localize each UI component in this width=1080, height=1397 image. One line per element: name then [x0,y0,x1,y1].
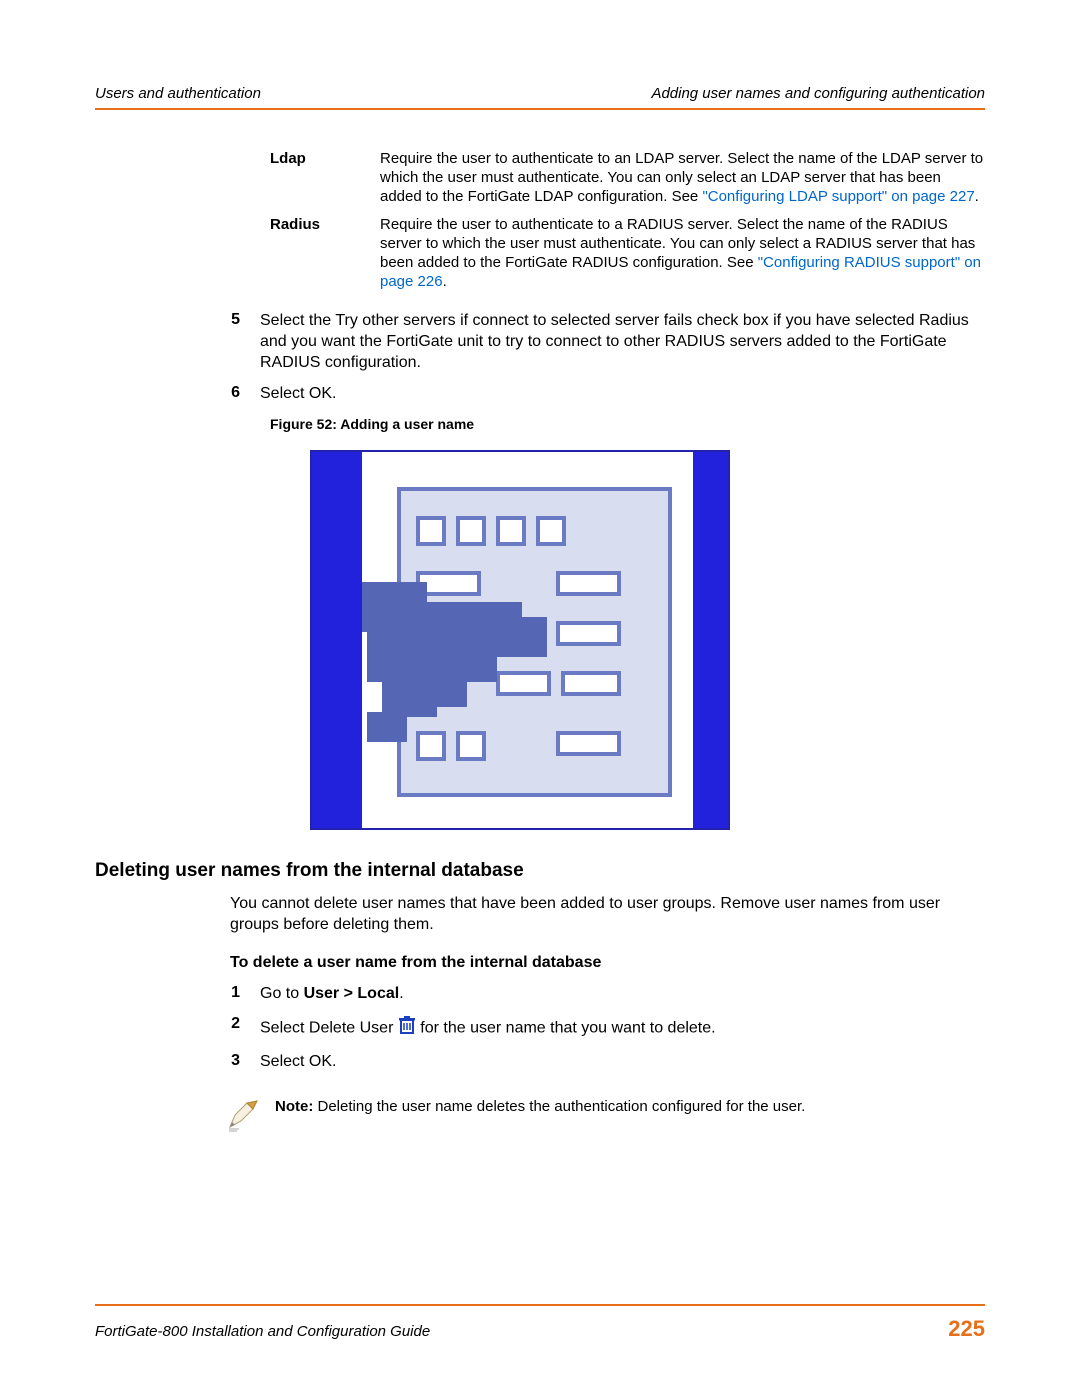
figure-cell [561,671,621,696]
section-body: You cannot delete user names that have b… [230,894,985,936]
definition-description: Require the user to authenticate to a RA… [380,216,985,291]
page-footer: FortiGate-800 Installation and Configura… [95,1304,985,1342]
note-label: Note: [275,1098,313,1115]
step-text: Select the Try other servers if connect … [260,311,985,373]
step-number: 6 [215,384,260,405]
link-ldap-support[interactable]: "Configuring LDAP support" on page 227 [702,188,974,205]
figure-splat [492,617,547,657]
def-text-post: . [443,273,447,290]
figure-cell [536,516,566,546]
step-number: 5 [215,311,260,373]
step-list-2: 1 Go to User > Local. 2 Select Delete Us… [215,984,985,1072]
figure-caption: Figure 52: Adding a user name [270,416,985,432]
page-number: 225 [948,1316,985,1342]
step-post: . [399,985,403,1002]
header-right: Adding user names and configuring authen… [651,85,985,102]
figure-left-bar [312,452,362,828]
figure-splat [367,712,407,742]
header-left: Users and authentication [95,85,261,102]
figure-cell [416,516,446,546]
figure-52 [310,450,730,830]
definition-row: Ldap Require the user to authenticate to… [270,150,985,206]
figure-cell [556,571,621,596]
step-item: 6 Select OK. [215,384,985,405]
step-text: Select OK. [260,1052,336,1073]
figure-cell [496,516,526,546]
note-icon [225,1097,275,1140]
figure-cell [416,731,446,761]
section-heading-deleting: Deleting user names from the internal da… [95,860,985,882]
step-text: Go to User > Local. [260,984,404,1005]
note-text: Note: Deleting the user name deletes the… [275,1097,805,1117]
def-text-post: . [975,188,979,205]
step-item: 3 Select OK. [215,1052,985,1073]
definition-description: Require the user to authenticate to an L… [380,150,985,206]
step-item: 5 Select the Try other servers if connec… [215,311,985,373]
step-post: for the user name that you want to delet… [420,1019,715,1036]
definition-table: Ldap Require the user to authenticate to… [270,150,985,291]
figure-cell [456,731,486,761]
step-number: 1 [215,984,260,1005]
step-item: 2 Select Delete User for the user name t… [215,1015,985,1042]
figure-cell [456,516,486,546]
definition-row: Radius Require the user to authenticate … [270,216,985,291]
definition-term: Radius [270,216,380,291]
figure-right-bar [693,452,728,828]
page: Users and authentication Adding user nam… [0,0,1080,1397]
step-pre: Select Delete User [260,1019,398,1036]
sub-heading: To delete a user name from the internal … [230,954,985,972]
page-header: Users and authentication Adding user nam… [95,85,985,110]
step-pre: Go to [260,985,304,1002]
note-body: Deleting the user name deletes the authe… [313,1098,805,1115]
figure-splat [427,667,467,707]
definition-term: Ldap [270,150,380,206]
step-bold: User > Local [304,985,400,1002]
step-number: 3 [215,1052,260,1073]
step-text: Select Delete User for the user name tha… [260,1015,716,1042]
note-row: Note: Deleting the user name deletes the… [225,1097,985,1140]
trash-icon [398,1015,416,1042]
footer-title: FortiGate-800 Installation and Configura… [95,1323,430,1340]
figure-cell [556,731,621,756]
step-item: 1 Go to User > Local. [215,984,985,1005]
step-list-1: 5 Select the Try other servers if connec… [215,311,985,404]
step-text: Select OK. [260,384,336,405]
figure-cell [496,671,551,696]
step-number: 2 [215,1015,260,1042]
figure-cell [556,621,621,646]
